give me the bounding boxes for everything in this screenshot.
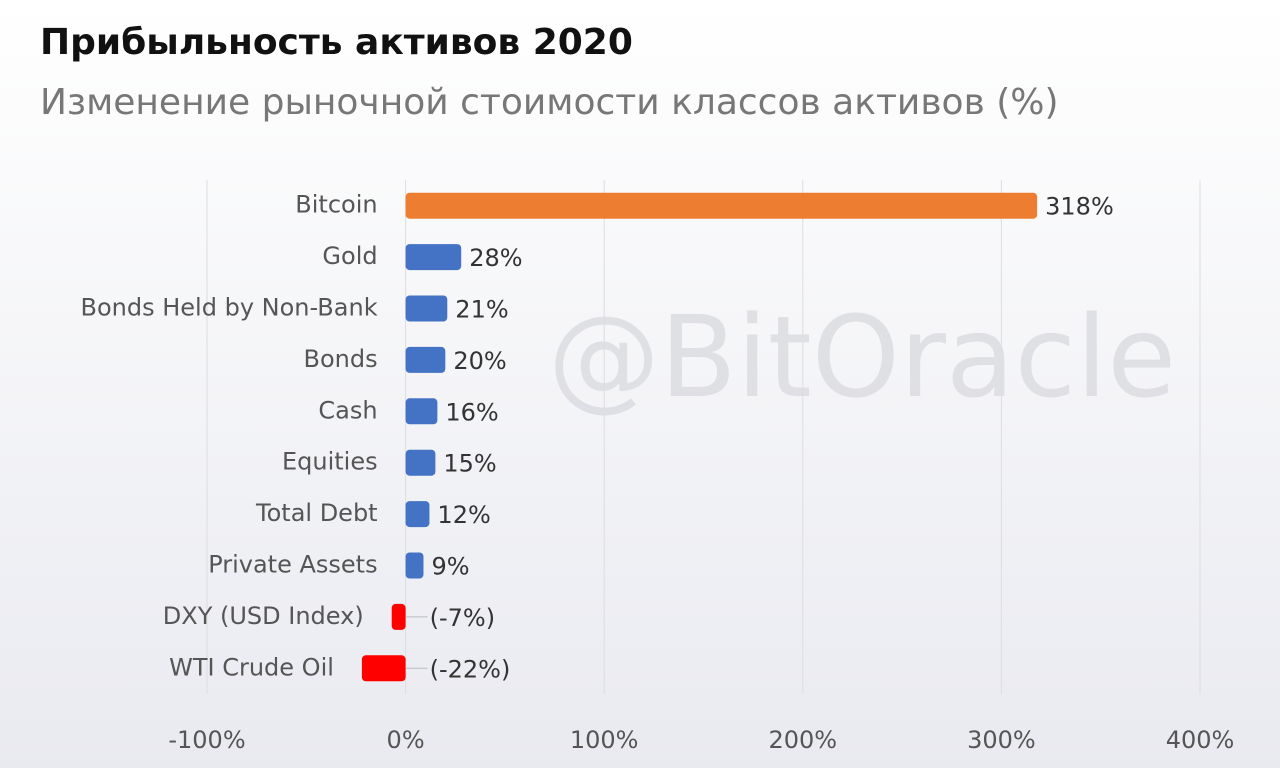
bar	[405, 449, 436, 476]
value-label: 318%	[1045, 193, 1114, 221]
x-tick-label: 400%	[1166, 726, 1235, 754]
bar	[405, 552, 424, 579]
category-label: DXY (USD Index)	[163, 602, 364, 630]
bar	[405, 346, 446, 373]
bar	[391, 603, 406, 630]
value-label: 20%	[453, 347, 506, 375]
bar	[405, 244, 462, 271]
x-tick-label: 100%	[570, 726, 639, 754]
bar	[405, 501, 430, 528]
value-label: 15%	[443, 450, 496, 478]
category-label: Bonds	[303, 345, 377, 373]
bar	[405, 192, 1038, 219]
value-label: 9%	[431, 553, 469, 581]
bar	[405, 398, 438, 425]
category-label: Gold	[322, 242, 377, 270]
category-label: Total Debt	[255, 499, 378, 527]
category-label: Private Assets	[208, 551, 377, 579]
x-tick-label: 0%	[387, 726, 425, 754]
x-tick-label: -100%	[168, 726, 245, 754]
bar	[405, 295, 448, 322]
bar	[361, 655, 406, 682]
category-label: Cash	[318, 396, 377, 424]
x-tick-label: 300%	[967, 726, 1036, 754]
category-label: Bitcoin	[295, 191, 377, 219]
value-label: (-7%)	[430, 604, 495, 632]
chart-title: Прибыльность активов 2020	[40, 22, 633, 63]
value-label: 21%	[455, 296, 508, 324]
chart-subtitle: Изменение рыночной стоимости классов акт…	[40, 82, 1059, 123]
value-label: 12%	[437, 501, 490, 529]
value-label: 16%	[445, 398, 498, 426]
category-label: WTI Crude Oil	[169, 653, 334, 681]
watermark: @BitOracle	[548, 293, 1176, 423]
value-label: 28%	[469, 244, 522, 272]
value-label: (-22%)	[430, 655, 511, 683]
category-label: Equities	[282, 448, 378, 476]
x-tick-label: 200%	[768, 726, 837, 754]
category-label: Bonds Held by Non-Bank	[81, 294, 378, 322]
